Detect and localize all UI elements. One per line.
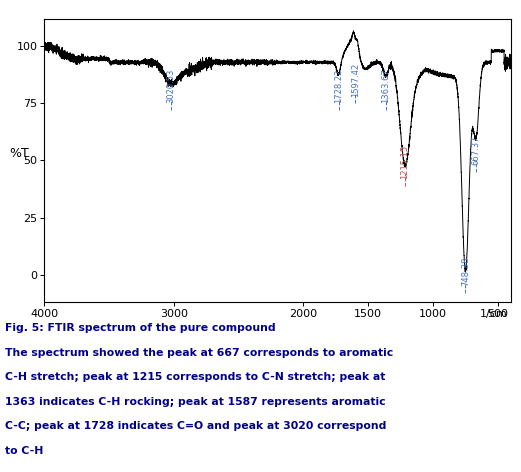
Y-axis label: %T: %T <box>9 147 29 160</box>
Text: 1597.42: 1597.42 <box>351 62 360 97</box>
Text: Fig. 5: FTIR spectrum of the pure compound: Fig. 5: FTIR spectrum of the pure compou… <box>5 323 276 333</box>
Text: 1215.15: 1215.15 <box>401 144 410 179</box>
Text: The spectrum showed the peak at 667 corresponds to aromatic: The spectrum showed the peak at 667 corr… <box>5 348 393 358</box>
Text: 667.37: 667.37 <box>472 135 480 165</box>
Text: C-C; peak at 1728 indicates C=O and peak at 3020 correspond: C-C; peak at 1728 indicates C=O and peak… <box>5 421 387 431</box>
Text: 748.38: 748.38 <box>461 257 470 286</box>
Text: 1363 indicates C-H rocking; peak at 1587 represents aromatic: 1363 indicates C-H rocking; peak at 1587… <box>5 397 386 407</box>
Text: C-H stretch; peak at 1215 corresponds to C-N stretch; peak at: C-H stretch; peak at 1215 corresponds to… <box>5 372 386 382</box>
Text: 1728.22: 1728.22 <box>334 69 343 103</box>
Text: 3020.53: 3020.53 <box>167 69 176 103</box>
Text: 1/cm: 1/cm <box>480 309 508 319</box>
Text: to C-H: to C-H <box>5 446 44 456</box>
Text: 1363.67: 1363.67 <box>381 68 390 103</box>
